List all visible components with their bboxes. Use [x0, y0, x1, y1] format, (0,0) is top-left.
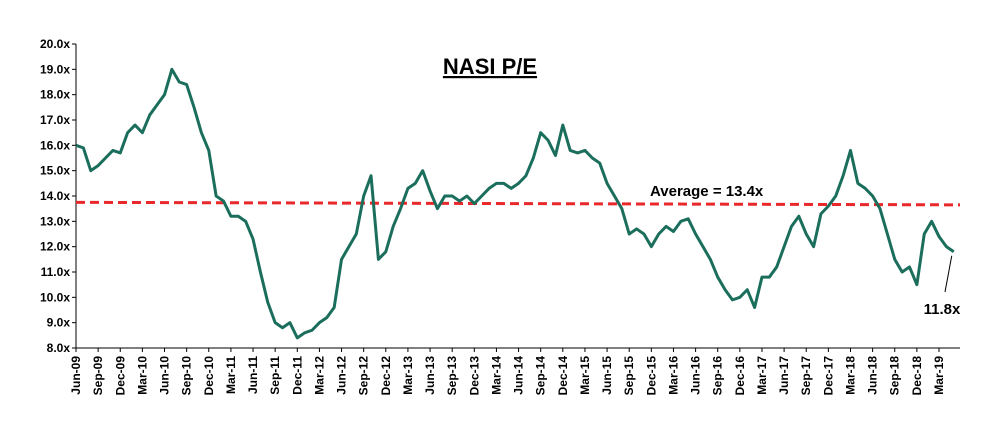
x-tick-label: Dec-18	[910, 356, 924, 396]
x-tick-label: Mar-16	[666, 356, 680, 395]
y-tick-label: 18.0x	[40, 88, 70, 102]
x-tick-label: Sep-16	[711, 356, 725, 396]
y-tick-label: 12.0x	[40, 240, 70, 254]
y-tick-label: 11.0x	[41, 265, 71, 279]
x-tick-label: Sep-11	[268, 356, 282, 395]
y-tick-label: 16.0x	[40, 138, 70, 152]
x-tick-label: Mar-10	[135, 356, 149, 395]
chart-title: NASI P/E	[443, 54, 537, 79]
end-label: 11.8x	[924, 301, 961, 318]
x-tick-label: Dec-09	[113, 356, 127, 396]
x-tick-label: Dec-13	[467, 356, 481, 396]
x-tick-label: Mar-18	[843, 356, 857, 395]
y-tick-label: 13.0x	[40, 214, 70, 228]
x-tick-label: Jun-17	[777, 356, 791, 395]
x-tick-label: Jun-16	[689, 356, 703, 395]
y-tick-label: 20.0x	[40, 37, 70, 51]
x-tick-label: Mar-17	[755, 356, 769, 395]
x-tick-label: Mar-12	[312, 356, 326, 395]
x-tick-label: Sep-18	[888, 356, 902, 396]
x-tick-label: Jun-10	[158, 356, 172, 395]
x-tick-label: Jun-09	[69, 356, 83, 395]
x-tick-label: Jun-11	[246, 356, 260, 394]
x-tick-label: Sep-14	[534, 356, 548, 396]
x-tick-label: Sep-12	[357, 356, 371, 396]
average-label: Average = 13.4x	[650, 183, 764, 200]
x-tick-label: Sep-10	[180, 356, 194, 396]
x-tick-label: Dec-11	[290, 356, 304, 395]
x-tick-label: Mar-15	[578, 356, 592, 395]
x-tick-label: Jun-13	[423, 356, 437, 395]
x-tick-label: Mar-11	[224, 356, 238, 394]
x-tick-label: Mar-14	[489, 356, 503, 395]
y-tick-label: 14.0x	[40, 189, 70, 203]
average-line	[75, 200, 961, 207]
x-tick-label: Sep-13	[445, 356, 459, 396]
x-tick-label: Mar-19	[932, 356, 946, 395]
x-tick-label: Jun-12	[335, 356, 349, 395]
x-tick-label: Sep-15	[622, 356, 636, 396]
x-tick-label: Jun-15	[600, 356, 614, 395]
x-tick-label: Dec-14	[556, 356, 570, 396]
y-tick-label: 10.0x	[40, 290, 70, 304]
x-tick-label: Jun-18	[866, 356, 880, 395]
x-tick-label: Sep-09	[91, 356, 105, 396]
y-tick-label: 15.0x	[40, 164, 70, 178]
y-tick-label: 17.0x	[40, 113, 70, 127]
y-tick-label: 9.0x	[47, 316, 71, 330]
x-tick-label: Mar-13	[401, 356, 415, 395]
y-tick-label: 8.0x	[47, 341, 71, 355]
y-tick-label: 19.0x	[40, 62, 70, 76]
x-tick-label: Dec-10	[202, 356, 216, 396]
x-tick-label: Dec-16	[733, 356, 747, 396]
x-tick-label: Jun-14	[512, 356, 526, 395]
x-tick-label: Dec-17	[821, 356, 835, 396]
end-leader	[944, 255, 953, 293]
x-tick-label: Dec-15	[644, 356, 658, 396]
x-tick-label: Sep-17	[799, 356, 813, 396]
series-line	[75, 67, 955, 340]
x-tick-label: Dec-12	[379, 356, 393, 396]
